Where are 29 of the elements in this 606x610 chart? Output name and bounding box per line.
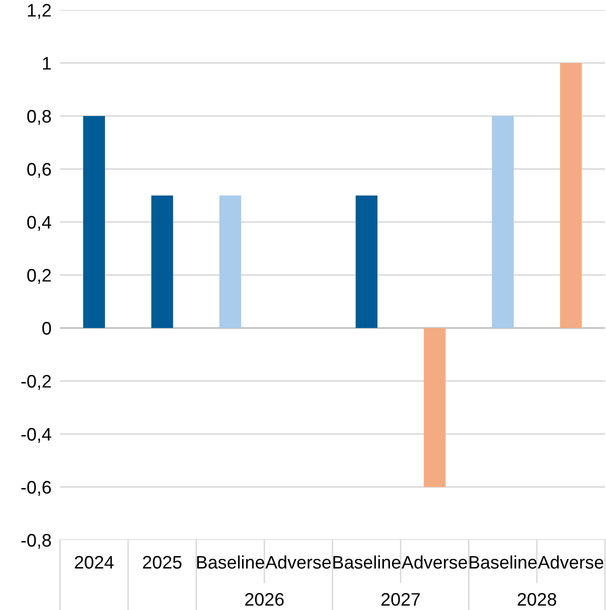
y-tick-label: -0,2 (21, 374, 51, 390)
y-tick-label: 1,2 (28, 4, 51, 19)
x-tick-label: Baseline (197, 555, 264, 569)
y-tick-label: 0,8 (27, 110, 51, 125)
bar (492, 116, 514, 328)
bar (151, 196, 174, 328)
bar (356, 196, 378, 328)
x-tick-label: 2024 (74, 556, 114, 569)
y-tick-label: 0 (42, 322, 51, 335)
y-tick-label: 0,6 (27, 162, 51, 178)
x-tick-label: Baseline (470, 555, 537, 569)
bar (424, 328, 446, 487)
text: 2027 (381, 593, 420, 606)
x-tick-label: 2025 (143, 556, 182, 569)
x-tick-label: Adverse (538, 555, 604, 569)
y-tick-label: -0,8 (21, 534, 51, 549)
text: 2026 (245, 593, 284, 606)
x-tick-label: Adverse (265, 555, 331, 569)
bar (83, 116, 105, 328)
y-tick-label: 0,4 (27, 216, 52, 231)
bar (219, 196, 242, 328)
y-tick-label: -0,4 (21, 428, 52, 443)
x-tick-label: Baseline (333, 555, 400, 569)
text: 2028 (518, 593, 556, 606)
bar (560, 63, 582, 328)
y-tick-label: 0,2 (27, 268, 51, 284)
x-tick-label: Adverse (402, 555, 468, 569)
y-tick-label: 1 (43, 57, 51, 70)
y-tick-label: -0,6 (21, 480, 51, 496)
